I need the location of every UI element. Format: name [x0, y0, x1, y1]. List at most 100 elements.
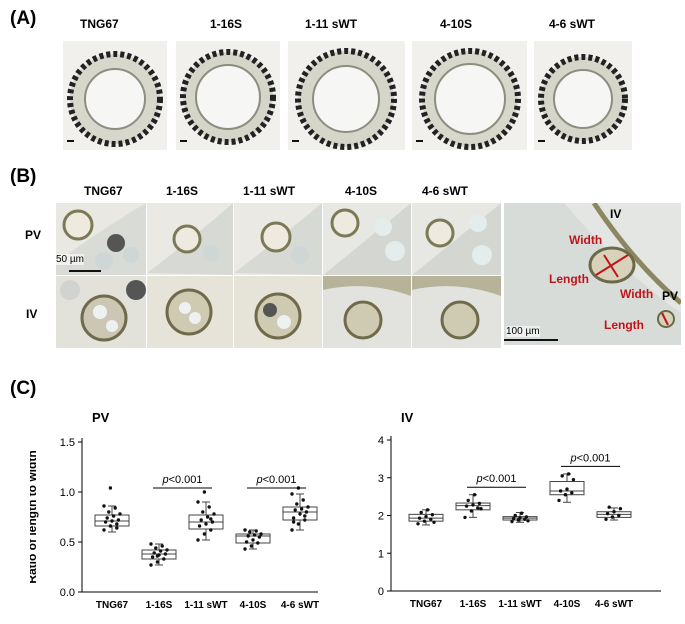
pv-data-point	[290, 528, 294, 532]
panel-b-label-4-6swt: 4-6 sWT	[422, 184, 469, 198]
pv-data-point	[155, 554, 160, 558]
panel-b-label-4-10s: 4-10S	[345, 184, 378, 198]
iv-x-tick-label: 4-6 sWT	[595, 599, 633, 610]
scale-bar-label-50um: 50 µm	[56, 254, 84, 265]
pv-data-point	[158, 549, 163, 553]
pv-x-tick-label: 1-11 sWT	[184, 600, 227, 611]
iv-data-point	[558, 489, 563, 493]
panel-a-label-4-6swt: 4-6 sWT	[549, 17, 596, 31]
iv-image-4-10s	[323, 276, 411, 348]
panel-b-row-label-iv: IV	[26, 307, 38, 321]
pv-data-point	[108, 486, 113, 490]
iv-x-tick-label: TNG67	[410, 599, 443, 610]
iv-data-point	[607, 505, 611, 509]
panel-a-letter: (A)	[10, 8, 37, 29]
iv-data-point	[612, 510, 616, 514]
iv-data-point	[463, 515, 467, 520]
box-plot-iv: IVRatio of length to width01234TNG671-16…	[378, 410, 661, 610]
iv-y-tick-label: 1	[378, 548, 384, 560]
pv-data-point	[291, 516, 296, 520]
iv-data-point	[422, 519, 427, 523]
pv-data-point	[105, 516, 109, 520]
pv-data-point	[202, 532, 207, 536]
pv-image-4-10s	[323, 203, 411, 275]
iv-data-point	[617, 513, 621, 518]
pv-data-point	[111, 514, 116, 518]
iv-data-point	[466, 498, 470, 503]
pv-data-point	[163, 552, 168, 556]
pv-data-point	[162, 557, 166, 561]
iv-data-point	[430, 513, 435, 517]
pv-data-point	[152, 551, 156, 555]
iv-data-point	[469, 509, 474, 513]
iv-data-point	[560, 474, 564, 478]
panel-a-label-tng67: TNG67	[80, 17, 119, 31]
cross-section-image-4-6swt	[534, 41, 632, 150]
iv-data-point	[519, 511, 524, 515]
pv-image-1-16s	[147, 203, 233, 275]
iv-data-point	[424, 514, 428, 519]
pv-data-point	[113, 506, 117, 510]
iv-data-point	[526, 519, 530, 523]
pv-data-point	[296, 522, 301, 526]
overview-annotated-image: IV Width Length Width PV Length 100 µm	[504, 203, 681, 345]
pv-x-tick-label: 4-10S	[240, 600, 267, 611]
iv-box	[455, 502, 491, 511]
pv-data-point	[248, 530, 252, 534]
pv-y-tick-label: 0.0	[60, 587, 75, 599]
pv-data-point	[249, 544, 254, 548]
pv-data-point	[257, 535, 262, 539]
pv-data-point	[202, 490, 207, 494]
iv-y-tick-label: 0	[378, 586, 384, 598]
overview-label-iv: IV	[610, 207, 622, 221]
panel-a-label-1-16s: 1-16S	[210, 17, 243, 31]
pv-image-4-6swt	[412, 203, 501, 275]
pv-data-point	[209, 528, 213, 532]
pv-data-point	[303, 518, 307, 522]
pv-data-point	[303, 514, 307, 518]
pv-data-point	[291, 520, 296, 524]
pv-data-point	[196, 500, 200, 504]
pv-data-point	[243, 547, 247, 551]
pv-data-point	[107, 510, 111, 514]
iv-chart-title: IV	[401, 410, 414, 425]
pv-data-point	[149, 542, 153, 546]
pv-data-point	[290, 492, 294, 496]
pv-data-point	[204, 522, 208, 526]
scale-bar-label-100um: 100 µm	[506, 326, 540, 337]
panel-b-label-tng67: TNG67	[84, 184, 123, 198]
pv-image-1-11swt	[234, 203, 322, 275]
panel-b-label-1-16s: 1-16S	[166, 184, 199, 198]
iv-image-1-11swt	[234, 276, 322, 348]
iv-image-4-6swt	[412, 276, 501, 348]
overview-label-pv: PV	[662, 289, 679, 303]
iv-data-point	[417, 516, 422, 520]
iv-data-point	[518, 516, 522, 520]
pv-data-point	[197, 524, 202, 528]
iv-data-point	[429, 517, 433, 521]
pv-data-point	[154, 546, 158, 550]
iv-data-point	[432, 520, 436, 524]
iv-y-tick-label: 4	[378, 435, 384, 447]
pv-data-point	[102, 528, 106, 532]
pv-data-point	[199, 518, 203, 522]
iv-data-point	[566, 472, 571, 476]
pv-data-point	[259, 532, 263, 536]
pv-data-point	[299, 507, 304, 511]
pv-data-point	[295, 502, 299, 506]
panel-b-letter: (B)	[10, 166, 37, 187]
iv-data-point	[472, 493, 477, 497]
pv-data-point	[155, 560, 160, 564]
pv-box	[282, 506, 318, 521]
pv-data-point	[110, 519, 114, 523]
pv-data-point	[252, 533, 257, 537]
iv-data-point	[416, 522, 420, 526]
pv-y-tick-label: 0.5	[60, 537, 75, 549]
pv-data-point	[210, 520, 215, 524]
iv-y-tick-label: 2	[378, 511, 384, 523]
pv-data-point	[201, 510, 205, 514]
iv-data-point	[557, 498, 561, 503]
overview-length-label-pv: Length	[604, 318, 644, 332]
pv-data-point	[115, 526, 119, 530]
iv-data-point	[565, 487, 569, 491]
